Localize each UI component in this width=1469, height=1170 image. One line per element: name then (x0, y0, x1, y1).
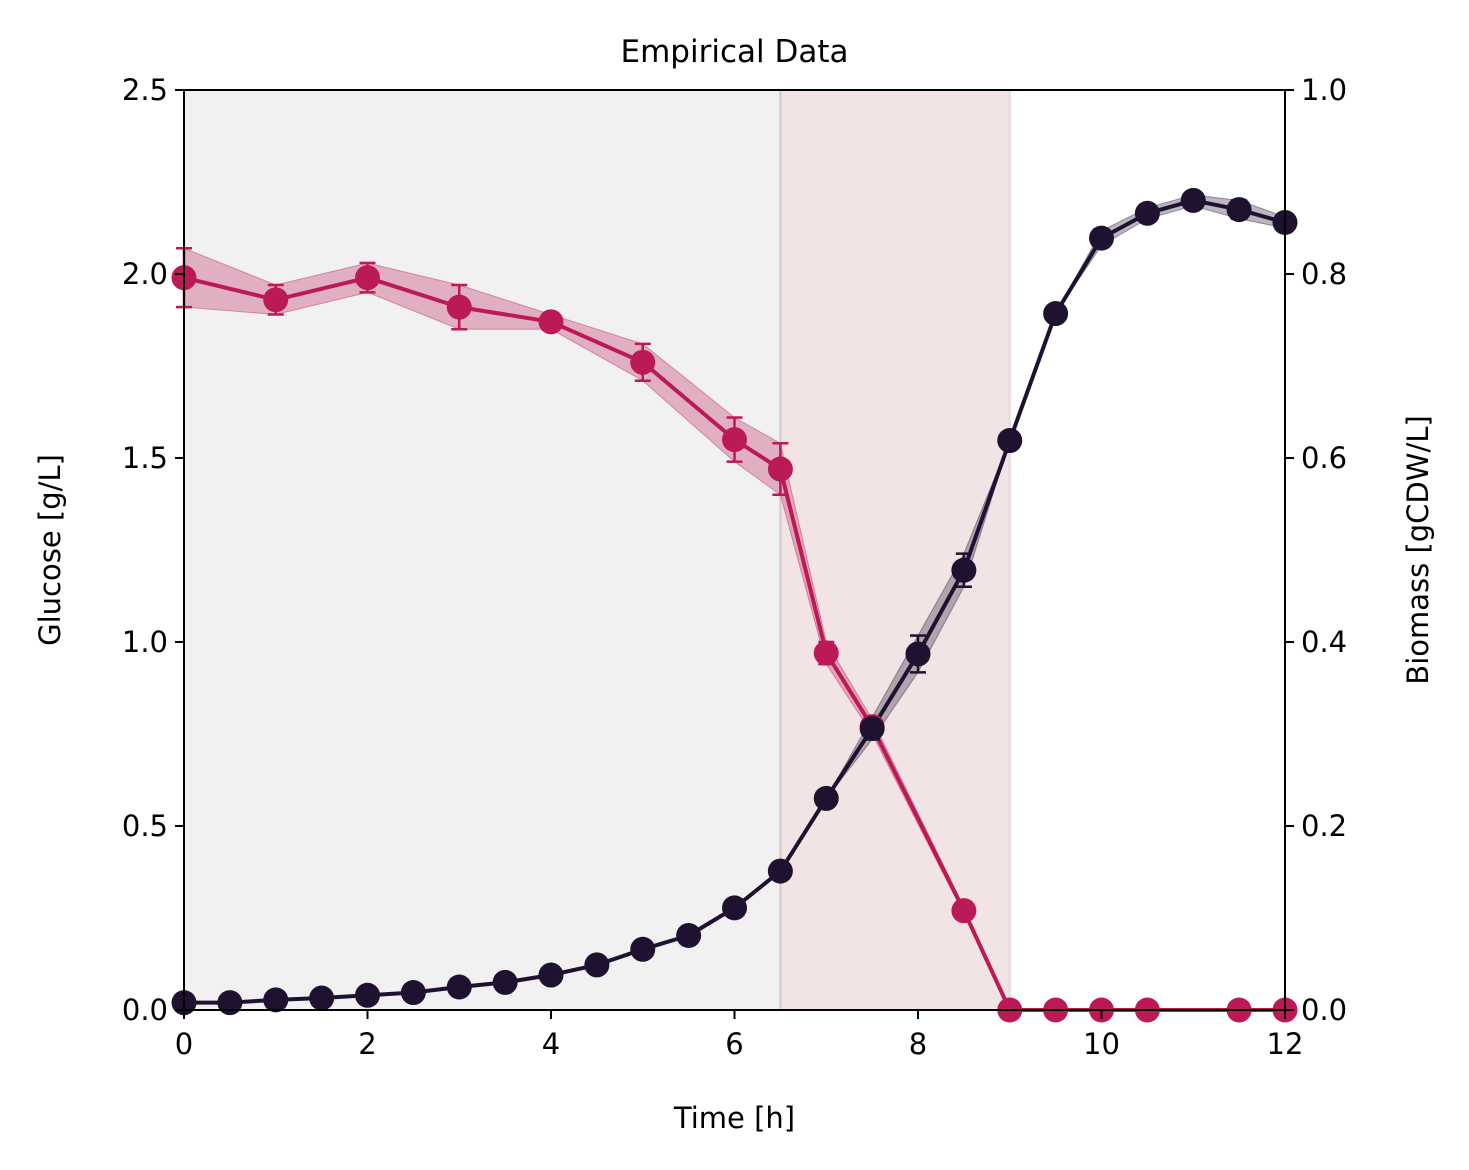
biomass-point (997, 428, 1023, 454)
x-tick-label: 8 (909, 1027, 927, 1061)
y-left-tick-label: 2.5 (122, 73, 168, 107)
y-left-axis-label: Glucose [g/L] (33, 454, 67, 646)
x-tick-label: 2 (358, 1027, 376, 1061)
y-left-tick-label: 1.0 (122, 625, 168, 659)
biomass-point (1089, 225, 1114, 251)
biomass-point (1226, 197, 1252, 223)
y-right-axis-ticks: 0.0 0.2 0.4 0.6 0.8 1.0 (1285, 73, 1347, 1027)
x-tick-label: 12 (1267, 1027, 1304, 1061)
biomass-point (767, 858, 793, 884)
biomass-point (905, 641, 931, 667)
y-right-tick-label: 0.4 (1301, 625, 1347, 659)
y-left-tick-label: 1.5 (122, 441, 168, 475)
x-axis-label: Time [h] (673, 1101, 795, 1135)
x-tick-label: 4 (542, 1027, 560, 1061)
y-left-tick-label: 0.5 (122, 809, 168, 843)
glucose-point (538, 309, 564, 335)
biomass-point (722, 895, 747, 921)
biomass-point (1134, 200, 1160, 226)
glucose-point (263, 287, 289, 313)
y-right-tick-label: 0.8 (1301, 257, 1347, 291)
x-tick-label: 0 (175, 1027, 193, 1061)
biomass-point (538, 962, 564, 988)
y-right-tick-label: 0.0 (1301, 993, 1347, 1027)
biomass-point (446, 974, 472, 1000)
y-right-tick-label: 0.2 (1301, 809, 1347, 843)
glucose-point (813, 640, 839, 666)
y-left-tick-label: 0.0 (122, 993, 168, 1027)
chart-title: Empirical Data (621, 34, 849, 70)
series-points (171, 187, 1298, 1023)
glucose-point (951, 898, 977, 924)
glucose-point (767, 456, 793, 482)
biomass-point (355, 982, 380, 1008)
y-right-tick-label: 0.6 (1301, 441, 1347, 475)
biomass-point (584, 952, 610, 978)
shaded-regions (184, 90, 1011, 1010)
biomass-point (492, 969, 518, 995)
biomass-point (309, 985, 335, 1011)
biomass-point (400, 980, 426, 1006)
biomass-point (813, 785, 839, 811)
biomass-point (1180, 187, 1206, 213)
glucose-point (630, 349, 656, 375)
biomass-point (630, 936, 656, 962)
biomass-point (217, 990, 243, 1016)
biomass-point (1043, 301, 1069, 327)
biomass-point (676, 922, 702, 948)
biomass-point (951, 557, 977, 583)
glucose-point (355, 265, 380, 291)
biomass-point (859, 715, 885, 741)
x-axis-ticks: 0 2 4 6 8 10 12 (175, 1010, 1304, 1061)
y-left-tick-label: 2.0 (122, 257, 168, 291)
biomass-point (263, 987, 289, 1013)
shaded-region (184, 90, 781, 1010)
glucose-point (446, 294, 472, 320)
glucose-point (722, 427, 747, 453)
x-tick-label: 6 (725, 1027, 743, 1061)
x-tick-label: 10 (1083, 1027, 1120, 1061)
y-right-tick-label: 1.0 (1301, 73, 1347, 107)
y-left-axis-ticks: 0.0 0.5 1.0 1.5 2.0 2.5 (122, 73, 184, 1027)
y-right-axis-label: Biomass [gCDW/L] (1401, 415, 1435, 684)
